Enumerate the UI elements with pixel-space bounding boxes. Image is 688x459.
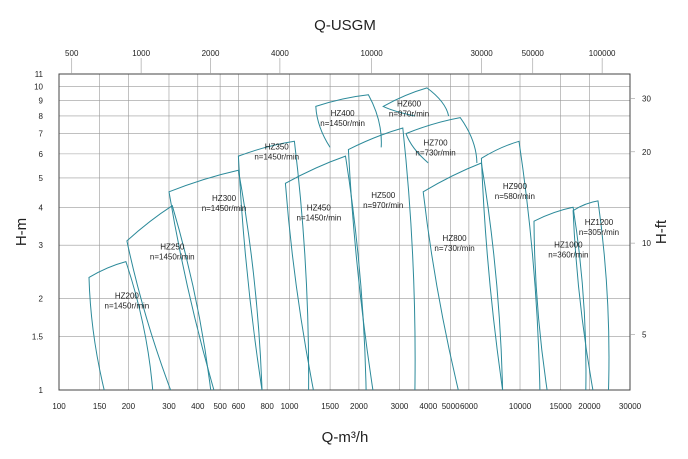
x-tick-label: 100 [52,402,66,411]
y-tick-label: 3 [39,241,44,250]
region-hz450 [284,155,367,391]
speed-hz800: n=730r/min [434,244,474,253]
region-hz1200 [572,200,610,391]
x-tick-label: 300 [162,402,176,411]
x-tick-label: 150 [93,402,107,411]
x-tick-label: 30000 [619,402,642,411]
x2-tick-label: 2000 [202,49,220,58]
y-axis-title: H-m [13,218,30,246]
x2-tick-label: 4000 [271,49,289,58]
label-hz350: HZ350 [265,143,290,152]
speed-hz200: n=1450r/min [105,302,150,311]
pump-labels: HZ200n=1450r/minHZ250n=1450r/minHZ300n=1… [105,99,620,310]
y-tick-label: 1.5 [32,333,44,342]
x-tick-label: 500 [213,402,227,411]
region-hz700 [405,117,478,164]
plot-frame [58,73,631,391]
region-hz800 [422,162,504,391]
region-hz1000 [533,206,587,391]
speed-hz1200: n=305r/min [579,228,619,237]
x-tick-label: 15000 [549,402,572,411]
y2-tick-label: 20 [642,148,651,157]
y-tick-label: 4 [39,203,44,212]
label-hz600: HZ600 [397,99,422,108]
x-tick-label: 10000 [509,402,532,411]
x-tick-label: 1000 [281,402,299,411]
speed-hz450: n=1450r/min [296,214,341,223]
y-tick-label: 5 [39,174,44,183]
y2-tick-label: 5 [642,330,647,339]
speed-hz350: n=1450r/min [254,153,299,162]
y-tick-label: 11 [35,70,44,79]
pump-regions [88,87,610,391]
label-hz800: HZ800 [443,234,468,243]
y-tick-label: 8 [39,112,44,121]
y-tick-label: 2 [39,295,44,304]
x-tick-label: 800 [260,402,274,411]
y-tick-label: 7 [39,130,44,139]
x2-tick-label: 100000 [589,49,616,58]
speed-hz250: n=1450r/min [150,253,195,262]
x-tick-label: 4000 [419,402,437,411]
speed-hz300: n=1450r/min [202,204,247,213]
label-hz450: HZ450 [307,204,332,213]
axis-ticks: 100 150 200 300 400 500 600 800 1000 1500 2000 3000… [32,49,652,411]
speed-hz900: n=580r/min [495,192,535,201]
y-tick-label: 9 [39,96,44,105]
x-tick-label: 200 [122,402,136,411]
label-hz700: HZ700 [424,138,449,147]
y2-tick-label: 10 [642,239,651,248]
label-hz500: HZ500 [371,191,396,200]
y2-axis-title: H-ft [653,219,670,244]
x2-axis-title: Q-USGM [314,17,376,34]
x-tick-label: 6000 [460,402,478,411]
x-tick-label: 1500 [321,402,339,411]
speed-hz500: n=970r/min [363,201,403,210]
label-hz300: HZ300 [212,194,237,203]
x-tick-label: 600 [232,402,246,411]
x2-tick-label: 10000 [361,49,384,58]
label-hz200: HZ200 [115,292,140,301]
label-hz250: HZ250 [160,243,185,252]
x-tick-label: 20000 [578,402,601,411]
y-tick-label: 10 [34,83,43,92]
speed-hz400: n=1450r/min [320,119,365,128]
speed-hz1000: n=360r/min [548,250,588,259]
x-tick-label: 2000 [350,402,368,411]
x2-tick-label: 500 [65,49,79,58]
region-hz200 [88,260,154,391]
y-tick-label: 1 [39,386,44,395]
y-tick-label: 6 [39,150,44,159]
region-hz400 [315,94,382,148]
label-hz1200: HZ1200 [585,218,614,227]
label-hz400: HZ400 [331,109,356,118]
x2-tick-label: 1000 [132,49,150,58]
label-hz1000: HZ1000 [554,240,583,249]
x-tick-label: 5000 [442,402,460,411]
x-tick-label: 3000 [391,402,409,411]
label-hz900: HZ900 [503,182,528,191]
region-hz300 [168,169,263,391]
region-hz250 [126,204,212,391]
speed-hz700: n=730r/min [415,148,455,157]
speed-hz600: n=970r/min [389,109,429,118]
region-hz600 [382,87,450,117]
region-hz350 [237,140,310,391]
y2-tick-label: 30 [642,94,651,103]
x-tick-label: 400 [191,402,205,411]
x-axis-title: Q-m³/h [322,429,369,446]
region-hz900 [480,140,541,391]
region-hz500 [347,127,416,391]
x2-tick-label: 50000 [522,49,545,58]
x2-tick-label: 30000 [470,49,493,58]
